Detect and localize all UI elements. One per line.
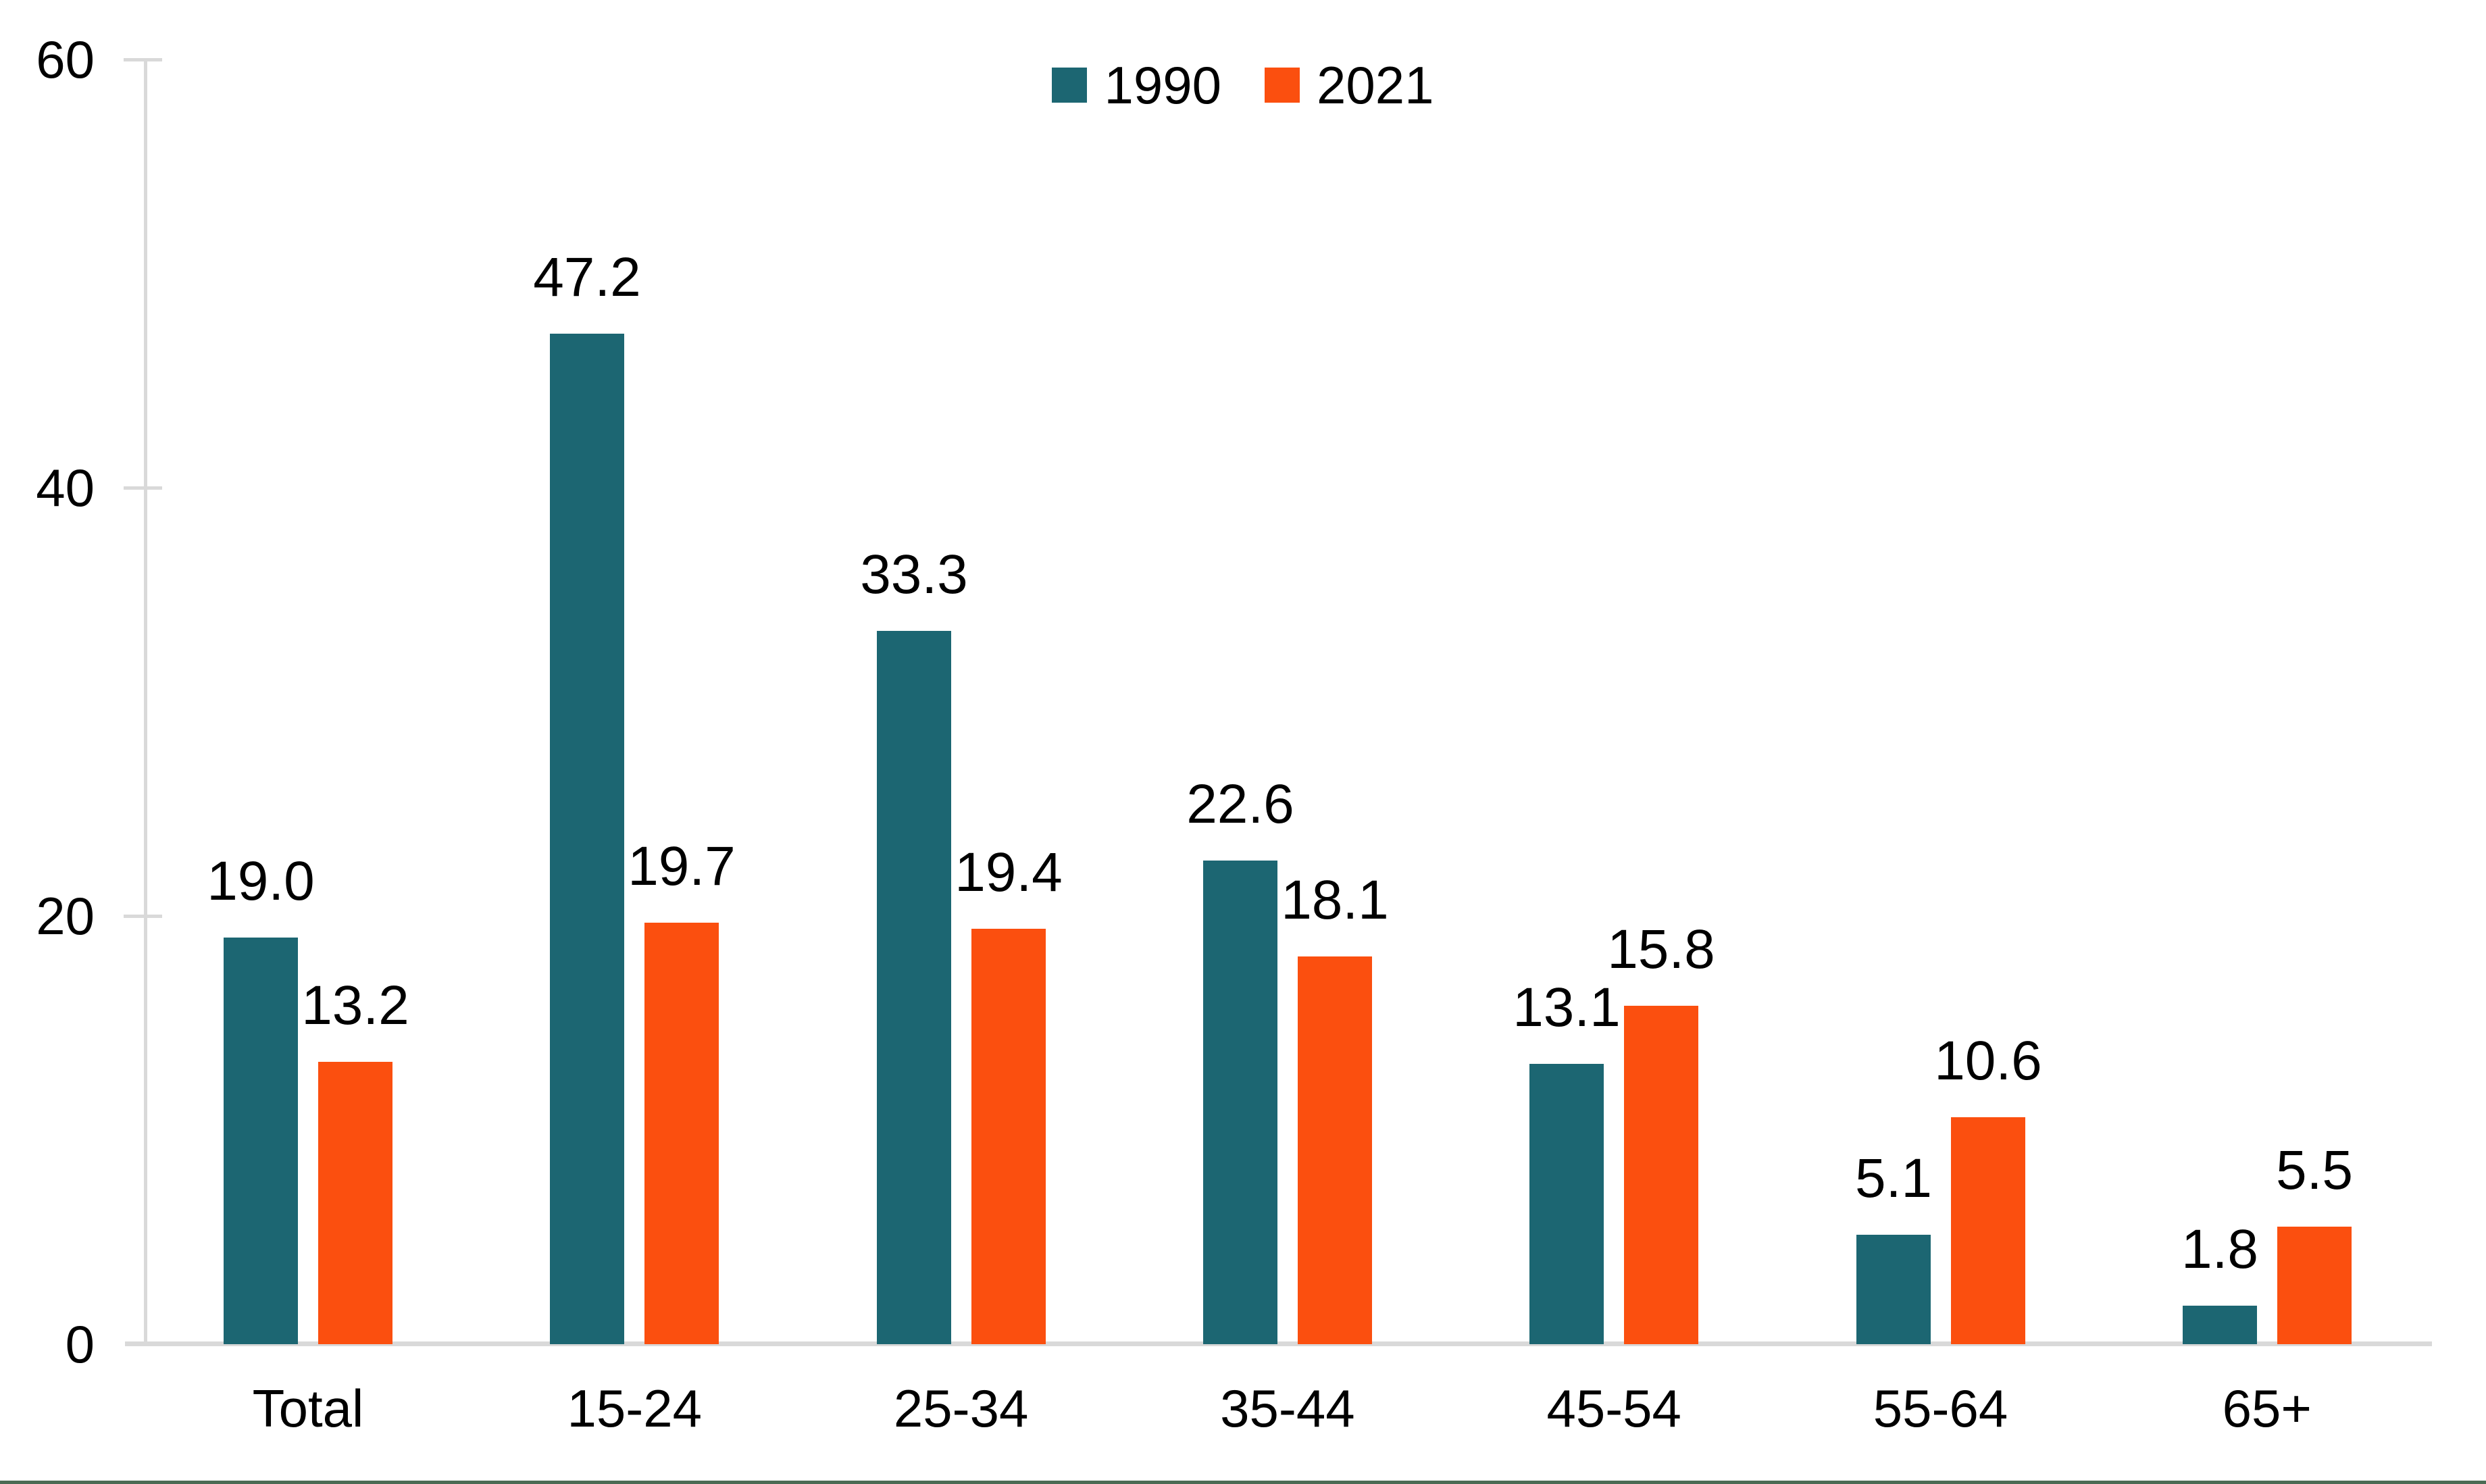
category-label-45-54: 45-54 <box>1546 1379 1681 1438</box>
bar-2021-55-64 <box>1951 1117 2025 1344</box>
legend-swatch-1990-icon <box>1052 68 1088 103</box>
value-label-2021-55-64: 10.6 <box>1934 1030 2042 1092</box>
bar-1990-Total <box>224 938 298 1344</box>
bar-1990-35-44 <box>1203 861 1277 1344</box>
legend: 1990 2021 <box>0 58 2486 112</box>
y-tick-60 <box>124 58 162 61</box>
bar-2021-35-44 <box>1298 956 1372 1344</box>
bar-2021-15-24 <box>644 923 719 1344</box>
legend-label-2021: 2021 <box>1317 55 1434 115</box>
category-label-35-44: 35-44 <box>1220 1379 1355 1438</box>
value-label-2021-15-24: 19.7 <box>628 836 736 897</box>
category-label-55-64: 55-64 <box>1873 1379 2008 1438</box>
value-label-2021-45-54: 15.8 <box>1607 919 1715 980</box>
y-tick-40 <box>124 486 162 490</box>
category-label-15-24: 15-24 <box>567 1379 703 1438</box>
bar-2021-Total <box>318 1062 392 1344</box>
y-tick-20 <box>124 915 162 918</box>
y-axis-line <box>144 58 147 1346</box>
value-label-2021-65+: 5.5 <box>2276 1140 2353 1201</box>
bar-1990-25-34 <box>877 631 951 1344</box>
value-label-1990-25-34: 33.3 <box>860 544 968 605</box>
legend-swatch-2021-icon <box>1265 68 1300 103</box>
value-label-1990-55-64: 5.1 <box>1855 1148 1932 1209</box>
legend-label-1990: 1990 <box>1104 55 1221 115</box>
category-label-65+: 65+ <box>2222 1379 2312 1438</box>
y-tick-label-60: 60 <box>36 30 95 89</box>
y-tick-label-0: 0 <box>65 1314 95 1374</box>
bar-2021-65+ <box>2277 1227 2352 1344</box>
value-label-1990-65+: 1.8 <box>2181 1219 2258 1280</box>
bar-1990-45-54 <box>1529 1064 1604 1344</box>
value-label-1990-35-44: 22.6 <box>1186 773 1294 835</box>
category-label-Total: Total <box>252 1379 364 1438</box>
bar-1990-55-64 <box>1856 1235 1931 1344</box>
legend-item-1990: 1990 <box>1052 58 1221 112</box>
bar-1990-65+ <box>2183 1306 2257 1344</box>
value-label-2021-25-34: 19.4 <box>955 842 1063 903</box>
value-label-1990-Total: 19.0 <box>207 850 315 912</box>
category-label-25-34: 25-34 <box>893 1379 1029 1438</box>
bottom-border <box>0 1481 2486 1484</box>
bar-1990-15-24 <box>550 334 624 1344</box>
bar-2021-25-34 <box>971 929 1046 1344</box>
y-tick-label-40: 40 <box>36 458 95 517</box>
y-tick-label-20: 20 <box>36 886 95 946</box>
value-label-1990-15-24: 47.2 <box>533 247 641 308</box>
value-label-2021-Total: 13.2 <box>301 975 409 1036</box>
value-label-1990-45-54: 13.1 <box>1513 977 1621 1038</box>
value-label-2021-35-44: 18.1 <box>1281 869 1389 931</box>
legend-item-2021: 2021 <box>1265 58 1434 112</box>
bar-2021-45-54 <box>1624 1006 1698 1344</box>
x-axis-line <box>125 1341 2432 1346</box>
